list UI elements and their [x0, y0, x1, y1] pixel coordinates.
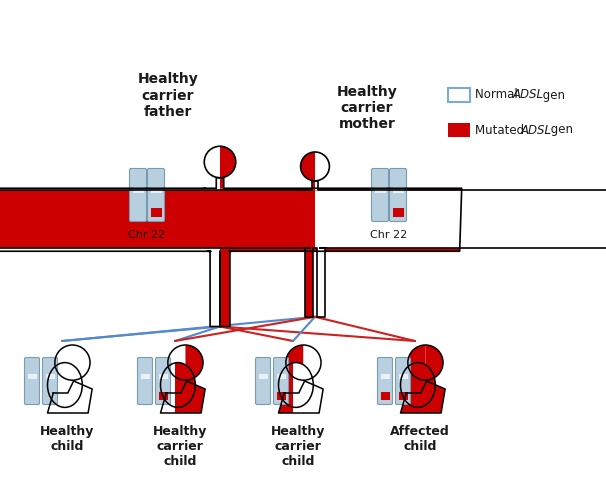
Bar [27, 374, 36, 379]
Text: Mutated: Mutated [475, 124, 528, 136]
Wedge shape [301, 152, 315, 181]
Bar [399, 392, 407, 400]
Bar [159, 374, 167, 379]
Bar [150, 187, 162, 193]
Wedge shape [185, 345, 203, 380]
Wedge shape [408, 345, 425, 380]
Polygon shape [229, 188, 462, 251]
Polygon shape [62, 381, 92, 413]
Text: Affected
child: Affected child [390, 425, 450, 453]
Wedge shape [204, 146, 220, 178]
Ellipse shape [161, 362, 195, 408]
Polygon shape [210, 251, 220, 326]
Bar [393, 187, 404, 193]
Wedge shape [425, 345, 443, 380]
Wedge shape [55, 345, 73, 380]
Polygon shape [401, 393, 415, 413]
Ellipse shape [279, 362, 313, 408]
Polygon shape [220, 251, 230, 326]
Polygon shape [293, 381, 323, 413]
Polygon shape [304, 190, 315, 248]
Text: Healthy
carrier
father: Healthy carrier father [138, 72, 198, 119]
Polygon shape [204, 188, 220, 251]
Polygon shape [47, 393, 62, 413]
Bar [448, 88, 470, 102]
Text: ADSL: ADSL [521, 124, 552, 136]
Ellipse shape [279, 362, 313, 408]
Polygon shape [315, 181, 318, 190]
FancyBboxPatch shape [396, 358, 410, 405]
Bar [399, 374, 407, 379]
Bar [393, 208, 404, 217]
Polygon shape [415, 381, 445, 413]
Wedge shape [168, 345, 185, 380]
Text: Chr 22: Chr 22 [128, 230, 165, 240]
Bar [45, 374, 55, 379]
Bar [159, 392, 167, 400]
Text: gen: gen [547, 124, 573, 136]
Text: ADSL: ADSL [513, 88, 544, 102]
Wedge shape [304, 345, 321, 380]
Polygon shape [216, 178, 220, 188]
Bar [381, 374, 390, 379]
Polygon shape [175, 381, 205, 413]
Bar [448, 123, 470, 137]
Polygon shape [0, 190, 310, 248]
Bar [259, 374, 267, 379]
FancyBboxPatch shape [371, 168, 388, 222]
Ellipse shape [401, 362, 435, 408]
FancyBboxPatch shape [147, 168, 164, 222]
Polygon shape [220, 178, 224, 188]
Text: Healthy
carrier
mother: Healthy carrier mother [336, 85, 398, 132]
Ellipse shape [401, 362, 435, 408]
Bar [375, 187, 385, 193]
Bar [276, 392, 285, 400]
Polygon shape [305, 248, 313, 317]
Ellipse shape [47, 362, 82, 408]
FancyBboxPatch shape [390, 168, 407, 222]
Polygon shape [312, 181, 315, 190]
Ellipse shape [47, 362, 82, 408]
Bar [150, 208, 162, 217]
Polygon shape [315, 190, 327, 248]
FancyBboxPatch shape [24, 358, 39, 405]
Bar [276, 374, 285, 379]
Polygon shape [320, 190, 606, 248]
FancyBboxPatch shape [130, 168, 147, 222]
FancyBboxPatch shape [42, 358, 58, 405]
Text: Chr 22: Chr 22 [370, 230, 408, 240]
Polygon shape [316, 248, 325, 317]
Text: Normal: Normal [475, 88, 522, 102]
FancyBboxPatch shape [138, 358, 153, 405]
Text: Healthy
carrier
child: Healthy carrier child [271, 425, 325, 468]
Text: Healthy
child: Healthy child [40, 425, 94, 453]
FancyBboxPatch shape [273, 358, 288, 405]
Polygon shape [161, 393, 175, 413]
Polygon shape [220, 188, 236, 251]
Text: gen: gen [539, 88, 565, 102]
Ellipse shape [161, 362, 195, 408]
FancyBboxPatch shape [156, 358, 170, 405]
FancyBboxPatch shape [256, 358, 270, 405]
Polygon shape [279, 393, 293, 413]
Wedge shape [220, 146, 236, 178]
Text: Healthy
carrier
child: Healthy carrier child [153, 425, 207, 468]
Wedge shape [73, 345, 90, 380]
FancyBboxPatch shape [378, 358, 393, 405]
Bar [133, 187, 144, 193]
Wedge shape [286, 345, 304, 380]
Polygon shape [0, 188, 211, 251]
Bar [141, 374, 150, 379]
Wedge shape [315, 152, 330, 181]
Bar [381, 392, 390, 400]
